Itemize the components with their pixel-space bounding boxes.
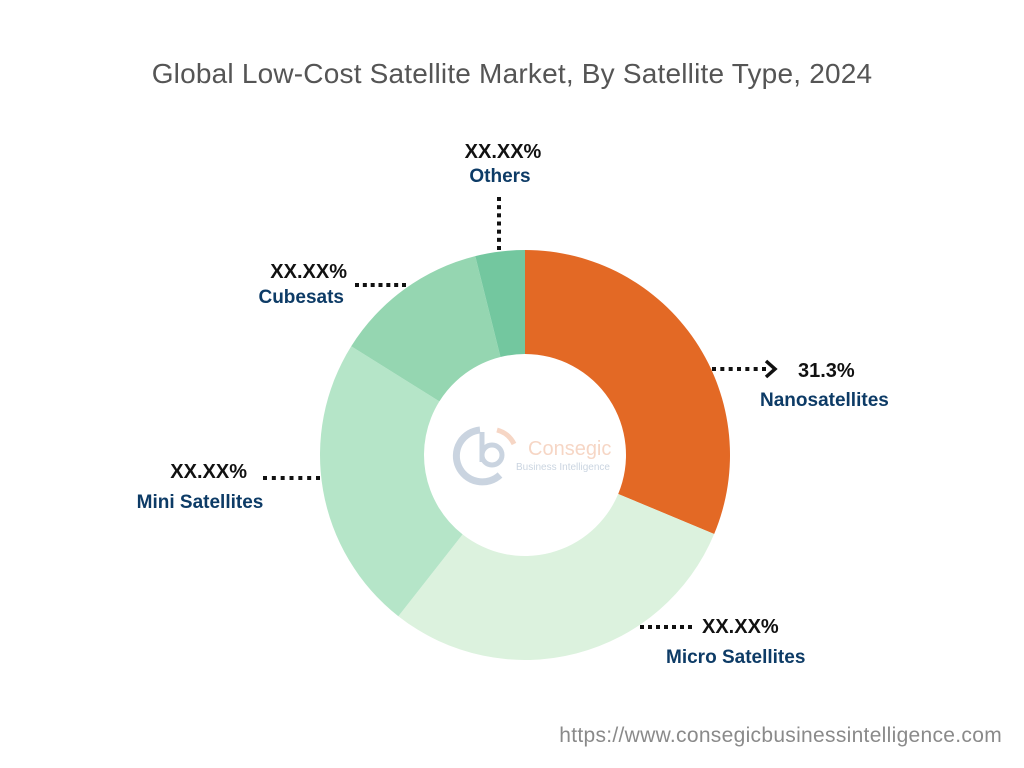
data-label-micro-satellites: XX.XX% — [702, 616, 779, 638]
leader-nanosatellites — [712, 367, 766, 371]
logo-tagline: Business Intelligence — [516, 462, 610, 473]
leader-others — [497, 197, 501, 250]
chart-title: Global Low-Cost Satellite Market, By Sat… — [151, 58, 873, 89]
data-label-mini-satellites: XX.XX% — [170, 461, 247, 483]
slice-others — [475, 250, 525, 358]
logo-name: Consegic — [528, 438, 611, 460]
leader-micro-satellites — [640, 625, 692, 629]
category-label-micro-satellites: Micro Satellites — [666, 647, 805, 668]
category-label-cubesats: Cubesats — [258, 287, 344, 308]
data-label-others: XX.XX% — [465, 141, 542, 163]
source-url: https://www.consegicbusinessintelligence… — [559, 724, 1002, 747]
slice-nanosatellites — [525, 250, 730, 535]
slice-micro-satellites — [398, 493, 715, 661]
leader-mini-satellites — [263, 476, 320, 480]
leader-cubesats — [355, 283, 406, 287]
category-label-mini-satellites: Mini Satellites — [137, 492, 264, 513]
data-label-cubesats: XX.XX% — [270, 261, 347, 283]
logo-mark-icon — [452, 426, 503, 486]
logo: Consegic Business Intelligence — [452, 426, 611, 486]
category-label-others: Others — [469, 166, 530, 187]
slice-mini-satellites — [319, 346, 463, 617]
data-label-nanosatellites: 31.3% — [798, 360, 855, 382]
arrow-right-icon — [764, 359, 778, 379]
slice-cubesats — [351, 256, 501, 402]
category-label-nanosatellites: Nanosatellites — [760, 390, 889, 411]
